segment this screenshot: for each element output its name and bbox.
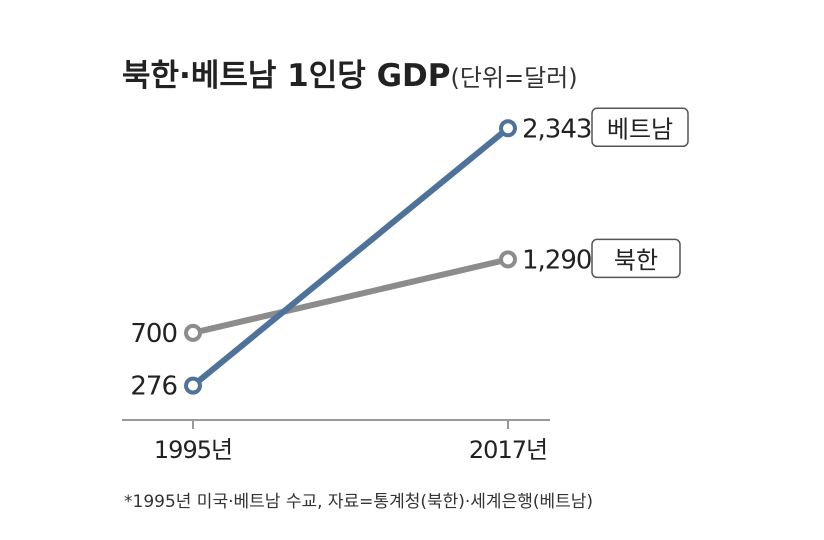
value-label: 1,290 xyxy=(522,245,591,275)
series-tag-label: 북한 xyxy=(614,246,658,274)
chart-title: 북한·베트남 1인당 GDP(단위=달러) xyxy=(122,58,578,94)
chart-title-unit: (단위=달러) xyxy=(450,64,577,92)
series-tag-box xyxy=(591,107,689,148)
x-tick-label: 2017년 xyxy=(469,436,547,464)
data-point xyxy=(499,119,517,138)
series-tag-label: 베트남 xyxy=(607,115,673,143)
data-point xyxy=(184,376,202,395)
series-line xyxy=(190,125,511,389)
series-tag-box xyxy=(591,238,681,279)
value-label: 276 xyxy=(130,372,177,402)
value-label: 700 xyxy=(130,319,177,349)
series-line xyxy=(190,256,511,336)
data-point xyxy=(184,323,202,342)
data-point xyxy=(499,250,517,269)
x-tick-label: 1995년 xyxy=(154,436,232,464)
footnote: *1995년 미국·베트남 수교, 자료=통계청(북한)·세계은행(베트남) xyxy=(124,492,593,512)
chart-title-main: 북한·베트남 1인당 GDP xyxy=(122,58,450,94)
value-label: 2,343 xyxy=(522,114,591,144)
